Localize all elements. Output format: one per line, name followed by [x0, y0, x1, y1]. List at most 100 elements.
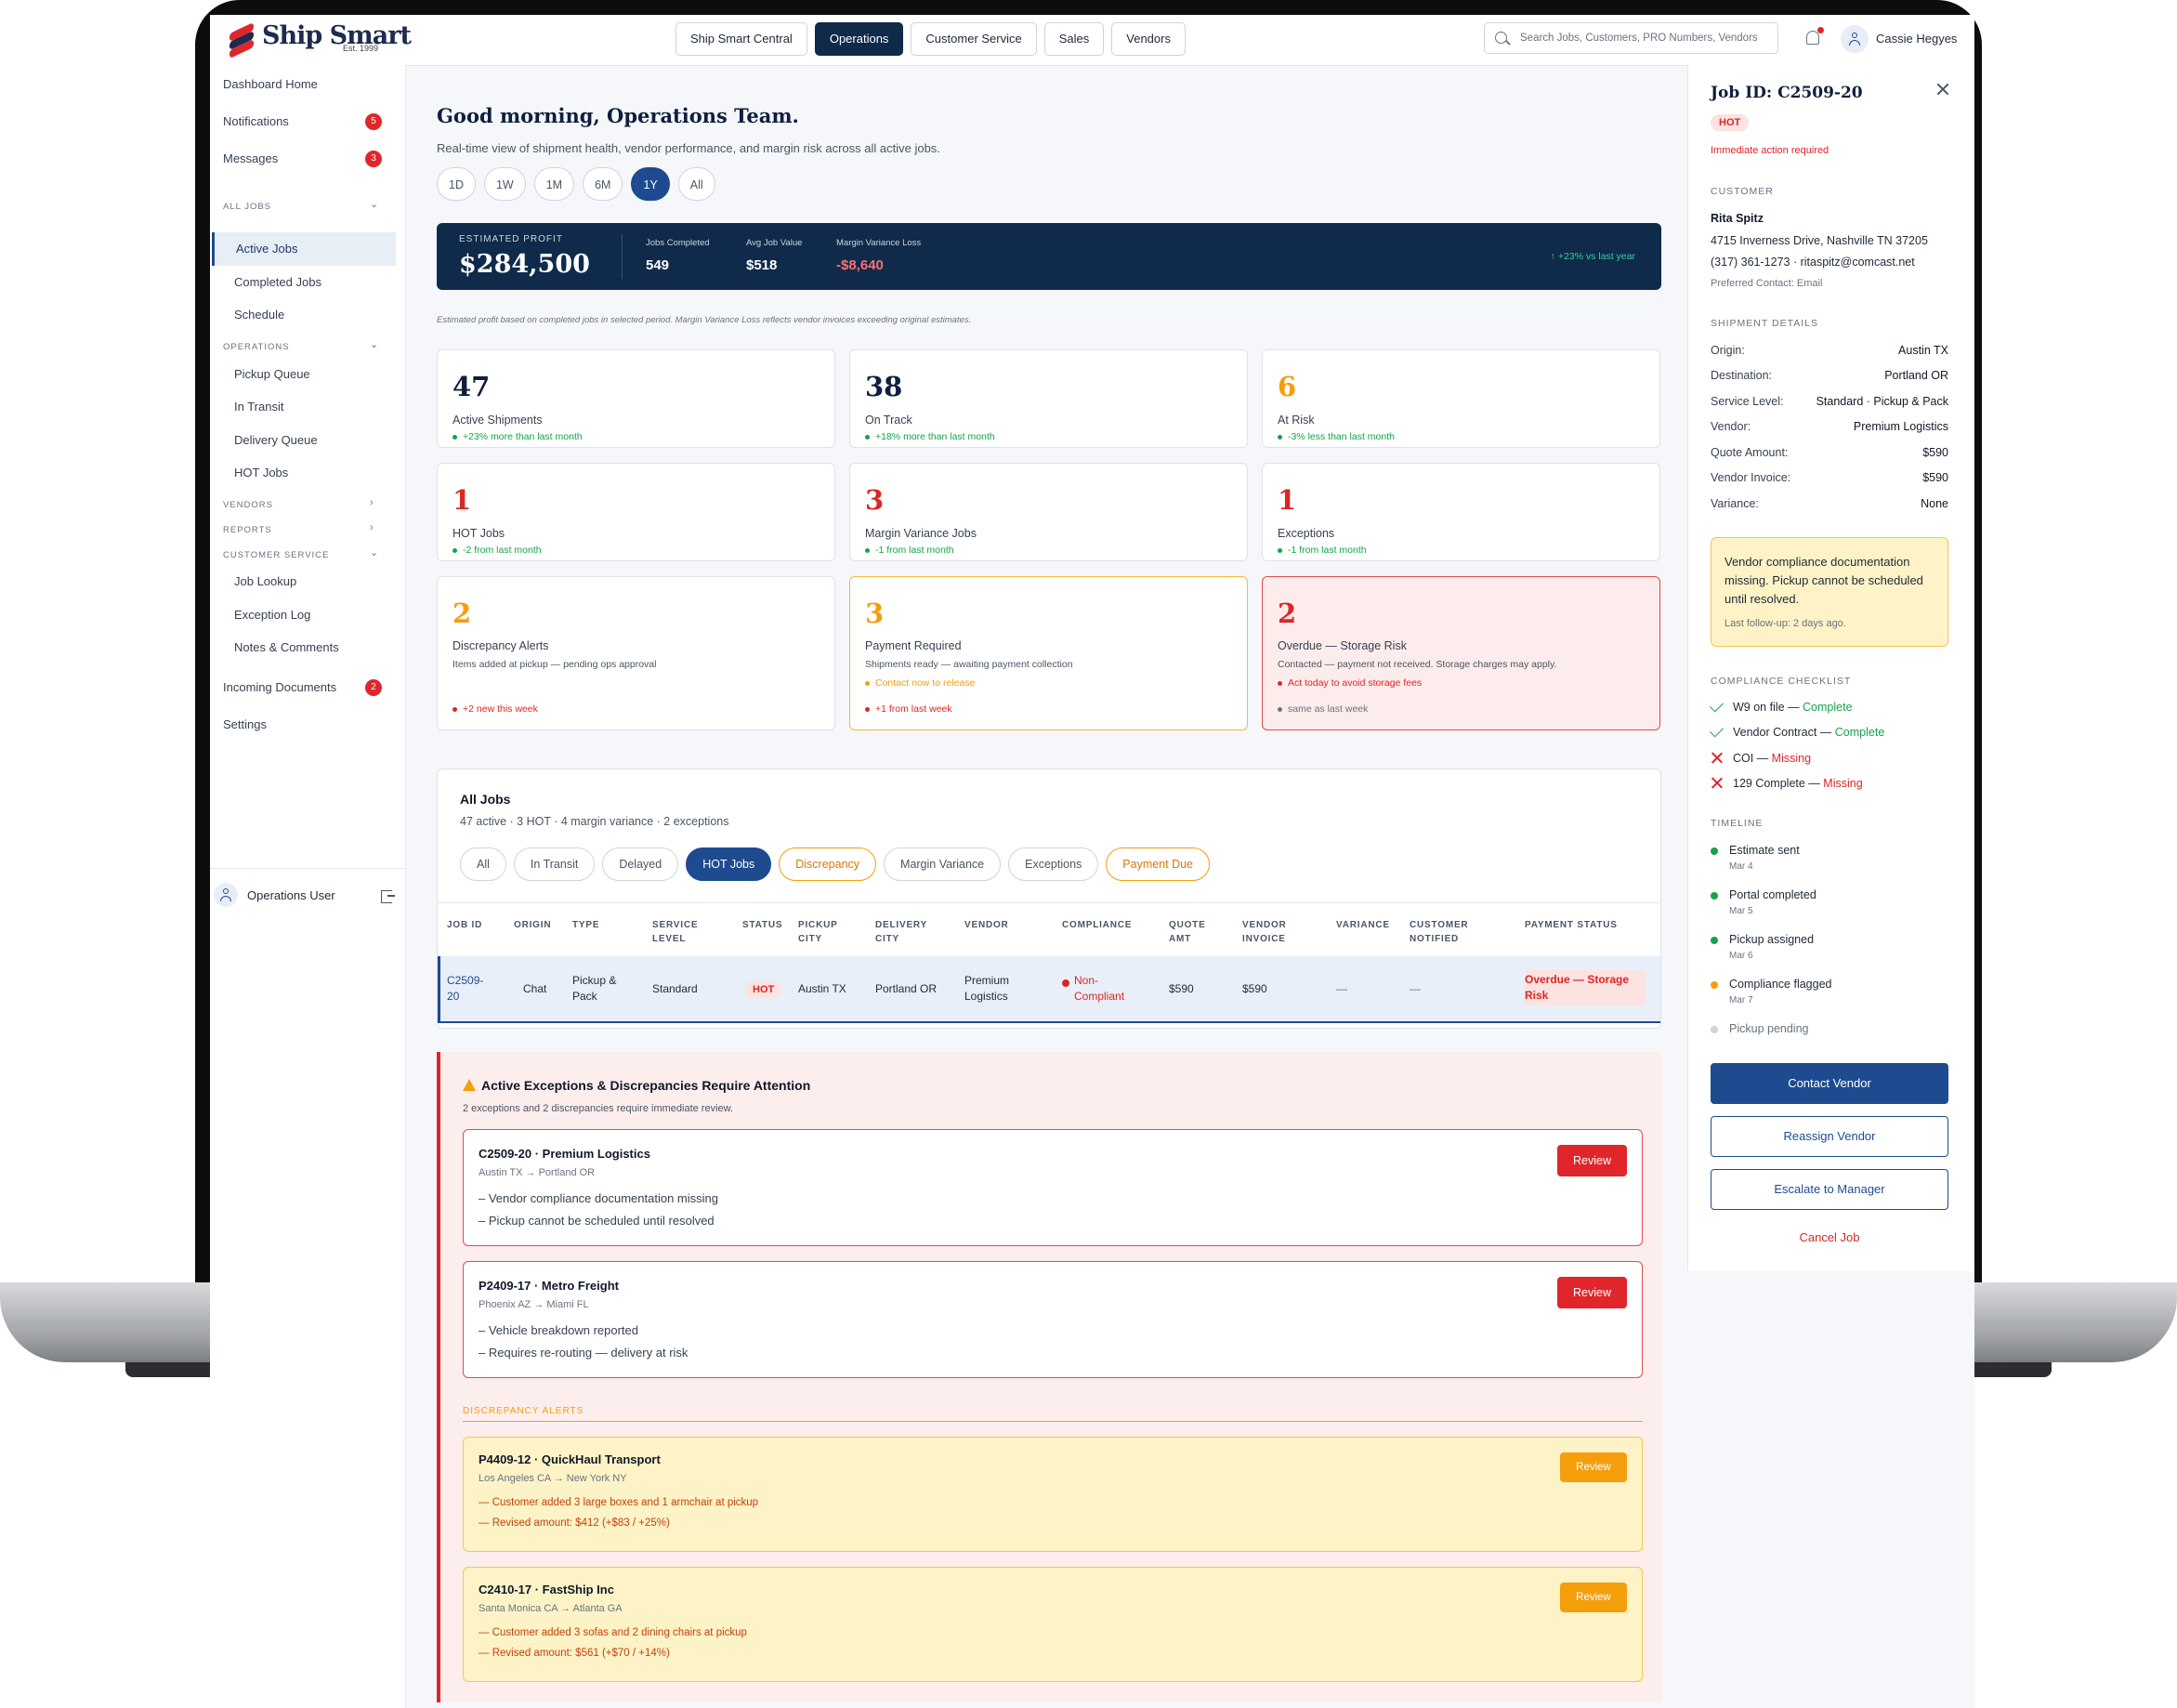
col-service-level[interactable]: SERVICE LEVEL: [652, 920, 699, 944]
exceptions-panel: Active Exceptions & Discrepancies Requir…: [437, 1052, 1661, 1702]
col-origin[interactable]: ORIGIN: [514, 920, 552, 930]
cell-origin: Chat: [523, 982, 547, 995]
chevron-down-icon[interactable]: ⌄: [370, 547, 379, 558]
notifications-badge: 5: [365, 113, 382, 130]
sidebar-item-settings[interactable]: Settings: [223, 717, 267, 731]
nav-tab-operations[interactable]: Operations: [814, 22, 904, 56]
col-quote-amt[interactable]: QUOTE AMT: [1169, 920, 1206, 944]
filter-payment-due[interactable]: Payment Due: [1106, 847, 1211, 881]
sidebar-item-incoming-documents[interactable]: Incoming Documents: [223, 680, 337, 694]
cell-variance: —: [1336, 982, 1347, 995]
user-name[interactable]: Cassie Hegyes: [1876, 32, 1958, 46]
stat-card-at-risk[interactable]: 6 At Risk -3% less than last month: [1262, 349, 1660, 448]
filter-exceptions[interactable]: Exceptions: [1008, 847, 1099, 881]
sidebar-item-delivery-queue[interactable]: Delivery Queue: [234, 433, 318, 447]
stat-card-hot-jobs[interactable]: 1 HOT Jobs -2 from last month: [437, 463, 835, 561]
cancel-job-button[interactable]: Cancel Job: [1799, 1230, 1860, 1244]
col-pickup-city[interactable]: PICKUP CITY: [798, 920, 838, 944]
col-type[interactable]: TYPE: [572, 920, 600, 930]
laptop-foot-right: [1959, 1362, 2052, 1377]
brand-logo[interactable]: Ship Smart: [227, 22, 412, 59]
nav-tab-ship-smart-central[interactable]: Ship Smart Central: [675, 22, 807, 56]
filter-delayed[interactable]: Delayed: [602, 847, 679, 881]
range-1y[interactable]: 1Y: [631, 167, 670, 201]
alert-card-discrepancy[interactable]: 2 Discrepancy Alerts Items added at picku…: [437, 576, 835, 730]
range-1d[interactable]: 1D: [437, 167, 476, 201]
sidebar-item-completed-jobs[interactable]: Completed Jobs: [234, 275, 321, 289]
profit-note: Estimated profit based on completed jobs…: [437, 315, 972, 325]
filter-all[interactable]: All: [460, 847, 506, 881]
sidebar-item-exception-log[interactable]: Exception Log: [234, 608, 311, 622]
exception-detail: – Requires re-routing — delivery at risk: [479, 1346, 689, 1360]
notifications-bell-icon[interactable]: [1804, 27, 1824, 47]
review-button[interactable]: Review: [1560, 1583, 1627, 1612]
col-variance[interactable]: VARIANCE: [1336, 920, 1390, 930]
col-vendor-invoice[interactable]: VENDOR INVOICE: [1242, 920, 1287, 944]
sidebar-section-all-jobs[interactable]: ALL JOBS: [223, 202, 272, 212]
chevron-down-icon[interactable]: ⌄: [370, 199, 379, 210]
search-input[interactable]: Search Jobs, Customers, PRO Numbers, Ven…: [1484, 22, 1778, 54]
sidebar-item-dashboard[interactable]: Dashboard Home: [223, 77, 318, 91]
sidebar-section-customer-service[interactable]: CUSTOMER SERVICE: [223, 550, 330, 560]
range-1w[interactable]: 1W: [483, 167, 526, 201]
sidebar-item-notifications[interactable]: Notifications: [223, 114, 289, 128]
sidebar-section-reports[interactable]: REPORTS: [223, 525, 272, 535]
col-payment-status[interactable]: PAYMENT STATUS: [1525, 920, 1618, 930]
filter-margin-variance[interactable]: Margin Variance: [884, 847, 1002, 881]
sidebar-section-operations[interactable]: OPERATIONS: [223, 342, 290, 352]
user-avatar-icon[interactable]: [1841, 25, 1869, 53]
stat-card-on-track[interactable]: 38 On Track +18% more than last month: [849, 349, 1248, 448]
chevron-right-icon[interactable]: ›: [370, 497, 374, 508]
contact-vendor-button[interactable]: Contact Vendor: [1711, 1063, 1948, 1104]
sidebar-section-vendors[interactable]: VENDORS: [223, 500, 273, 510]
filter-in-transit[interactable]: In Transit: [513, 847, 596, 881]
exception-detail: – Pickup cannot be scheduled until resol…: [479, 1214, 715, 1228]
sidebar-item-hot-jobs[interactable]: HOT Jobs: [234, 466, 289, 480]
discrepancy-card: P4409-12 · QuickHaul Transport Los Angel…: [463, 1437, 1643, 1552]
chevron-down-icon[interactable]: ⌄: [370, 339, 379, 350]
sidebar-item-notes-comments[interactable]: Notes & Comments: [234, 640, 339, 654]
metric-margin-variance-loss: Margin Variance Loss -$8,640: [836, 238, 922, 273]
stat-card-active-shipments[interactable]: 47 Active Shipments +23% more than last mo…: [437, 349, 835, 448]
filter-discrepancy[interactable]: Discrepancy: [779, 847, 877, 881]
cell-job-id[interactable]: C2509-20: [447, 974, 484, 1003]
cell-type: Pickup & Pack: [572, 974, 617, 1003]
sidebar-item-in-transit[interactable]: In Transit: [234, 400, 284, 414]
col-compliance[interactable]: COMPLIANCE: [1062, 920, 1133, 930]
reassign-vendor-button[interactable]: Reassign Vendor: [1711, 1116, 1948, 1157]
range-1m[interactable]: 1M: [533, 167, 575, 201]
job-filters: All In Transit Delayed HOT Jobs Discrepa…: [460, 847, 1211, 881]
sidebar-item-job-lookup[interactable]: Job Lookup: [234, 574, 297, 588]
alert-card-overdue-storage[interactable]: 2 Overdue — Storage Risk Contacted — paym…: [1262, 576, 1660, 730]
review-button[interactable]: Review: [1557, 1277, 1627, 1308]
table-row[interactable]: C2509-20 Chat Pickup & Pack Standard HOT…: [438, 956, 1660, 1023]
sidebar-item-pickup-queue[interactable]: Pickup Queue: [234, 367, 310, 381]
col-delivery-city[interactable]: DELIVERY CITY: [875, 920, 927, 944]
col-vendor[interactable]: VENDOR: [964, 920, 1009, 930]
sidebar-item-active-jobs[interactable]: Active Jobs: [236, 242, 298, 256]
chevron-right-icon[interactable]: ›: [370, 522, 374, 533]
filter-hot-jobs[interactable]: HOT Jobs: [686, 847, 772, 881]
review-button[interactable]: Review: [1560, 1452, 1627, 1482]
sidebar-item-messages[interactable]: Messages: [223, 151, 279, 165]
col-customer-notified[interactable]: CUSTOMER NOTIFIED: [1410, 920, 1469, 944]
col-status[interactable]: STATUS: [742, 920, 783, 930]
escalate-manager-button[interactable]: Escalate to Manager: [1711, 1169, 1948, 1210]
customer-contact[interactable]: (317) 361-1273 · ritaspitz@comcast.net: [1711, 256, 1915, 269]
range-all[interactable]: All: [677, 167, 715, 201]
sidebar-item-schedule[interactable]: Schedule: [234, 308, 285, 322]
cell-service-level: Standard: [652, 982, 698, 995]
alert-card-payment-required[interactable]: 3 Payment Required Shipments ready — awai…: [849, 576, 1248, 730]
logout-icon[interactable]: [381, 890, 395, 903]
stat-card-margin-variance[interactable]: 3 Margin Variance Jobs -1 from last month: [849, 463, 1248, 561]
main-content: Good morning, Operations Team. Real-time…: [405, 65, 1702, 1708]
range-6m[interactable]: 6M: [583, 167, 623, 201]
close-icon[interactable]: [1935, 82, 1950, 97]
nav-tab-customer-service[interactable]: Customer Service: [911, 22, 1037, 56]
review-button[interactable]: Review: [1557, 1145, 1627, 1176]
nav-tab-vendors[interactable]: Vendors: [1111, 22, 1186, 56]
col-job-id[interactable]: JOB ID: [447, 920, 483, 930]
stat-card-exceptions[interactable]: 1 Exceptions -1 from last month: [1262, 463, 1660, 561]
nav-tab-sales[interactable]: Sales: [1043, 22, 1105, 56]
sidebar-user-name[interactable]: Operations User: [247, 888, 335, 902]
